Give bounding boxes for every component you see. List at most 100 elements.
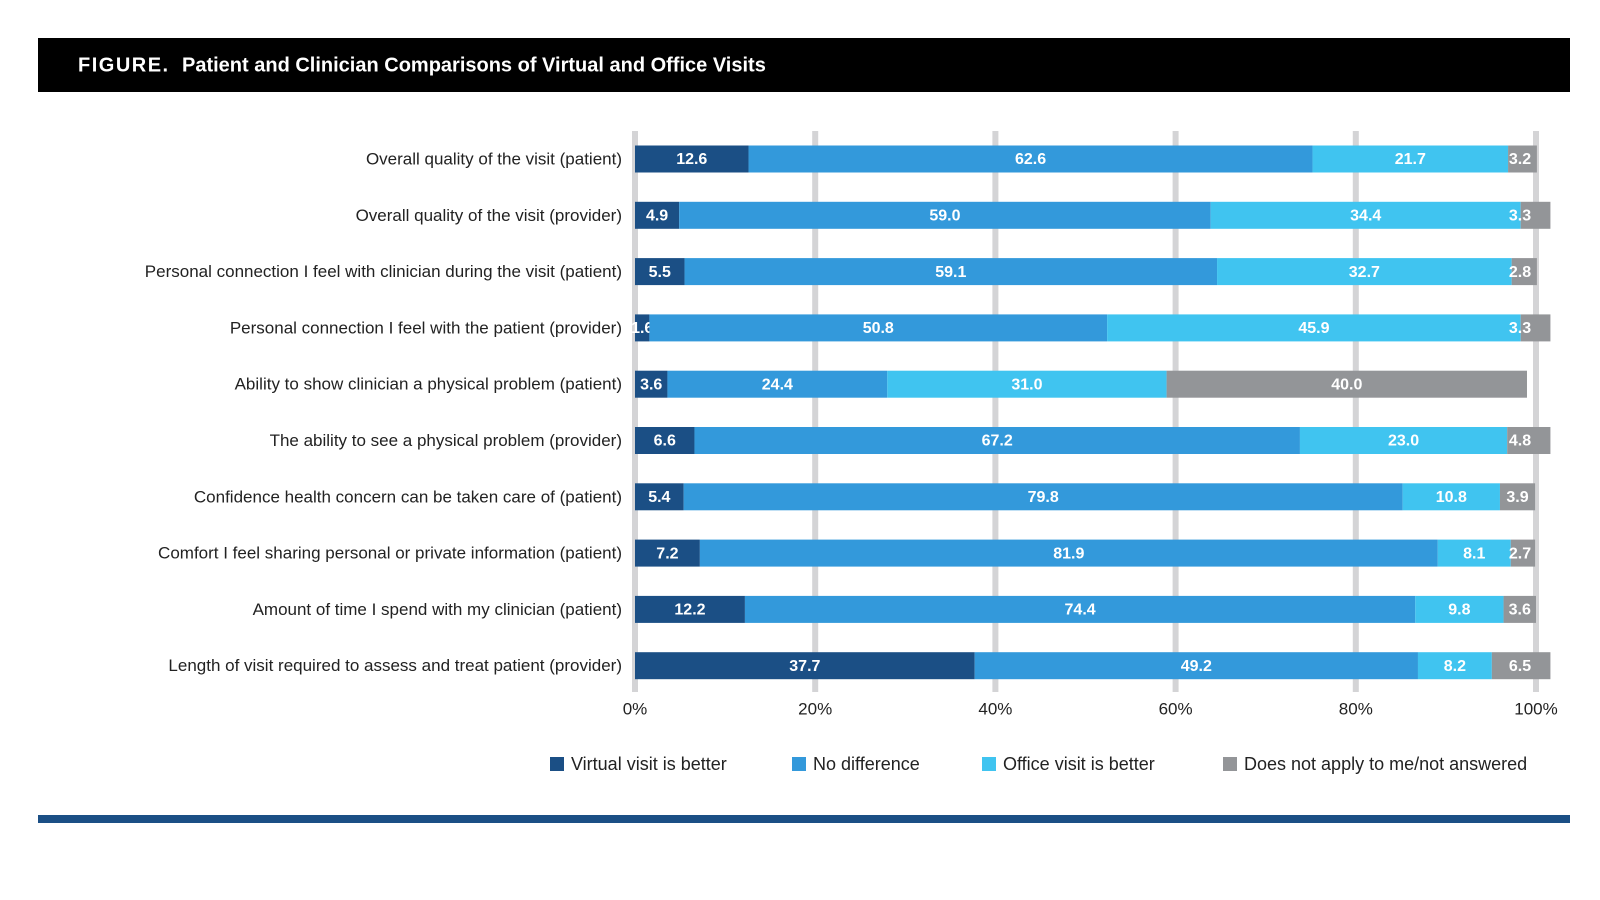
value-label: 10.8 [1436, 489, 1467, 506]
bar-segment [1312, 145, 1509, 173]
value-label: 31.0 [1011, 376, 1042, 393]
value-label: 8.1 [1463, 545, 1485, 562]
value-label: 12.6 [676, 151, 707, 168]
value-label: 2.8 [1509, 264, 1531, 281]
category-label: Personal connection I feel with clinicia… [145, 262, 622, 281]
bar-segment [635, 483, 684, 511]
bar-segment [1510, 539, 1536, 567]
category-label: Overall quality of the visit (provider) [356, 206, 622, 225]
value-label: 59.0 [929, 208, 960, 225]
bar-segment [1520, 201, 1551, 229]
value-label: 3.3 [1509, 320, 1531, 337]
legend-label: Office visit is better [1003, 754, 1155, 774]
bar-segment [635, 370, 668, 398]
bar-segment [1210, 201, 1521, 229]
value-label: 32.7 [1349, 264, 1380, 281]
bar-segment [635, 314, 650, 342]
value-label: 6.6 [654, 433, 676, 450]
bar-segment [1499, 483, 1536, 511]
bar-segment [1166, 370, 1527, 398]
value-label: 50.8 [863, 320, 894, 337]
value-label: 37.7 [789, 658, 820, 675]
bar-segment [1107, 314, 1521, 342]
x-tick-label: 0% [623, 699, 648, 718]
bar-segment [1491, 652, 1551, 680]
value-label: 3.2 [1509, 151, 1531, 168]
bar-segment [635, 145, 749, 173]
category-label: Personal connection I feel with the pati… [230, 318, 622, 337]
bar-segment [684, 258, 1218, 286]
value-label: 81.9 [1053, 545, 1084, 562]
x-tick-label: 60% [1159, 699, 1193, 718]
value-label: 40.0 [1331, 376, 1362, 393]
value-label: 5.5 [649, 264, 671, 281]
bar-segment [694, 427, 1300, 454]
value-label: 79.8 [1028, 489, 1059, 506]
bar-segment [635, 652, 975, 680]
bar-segment [1511, 258, 1537, 286]
bar-segment [748, 145, 1313, 173]
chart-title: Patient and Clinician Comparisons of Vir… [182, 54, 766, 76]
value-label: 9.8 [1448, 602, 1470, 619]
value-label: 67.2 [982, 433, 1013, 450]
bar-segment [635, 201, 680, 229]
bar-segment [635, 258, 685, 286]
legend-swatch [1223, 757, 1237, 771]
bar-segment [1503, 595, 1536, 623]
value-label: 6.5 [1509, 658, 1531, 675]
bar-segment [1217, 258, 1512, 286]
value-label: 4.9 [646, 208, 668, 225]
bar-segment [1507, 427, 1551, 454]
legend-swatch [550, 757, 564, 771]
value-label: 1.6 [631, 320, 653, 337]
bar-segment [744, 595, 1416, 623]
legend-swatch [792, 757, 806, 771]
category-label: Confidence health concern can be taken c… [194, 487, 622, 506]
x-tick-label: 20% [798, 699, 832, 718]
bar-segment [667, 370, 888, 398]
category-label: Length of visit required to assess and t… [168, 656, 622, 675]
value-label: 2.7 [1509, 545, 1531, 562]
value-label: 3.6 [640, 376, 662, 393]
value-label: 62.6 [1015, 151, 1046, 168]
x-tick-label: 40% [978, 699, 1012, 718]
legend-swatch [982, 757, 996, 771]
bar-segment [1437, 539, 1511, 567]
value-label: 7.2 [656, 545, 678, 562]
value-label: 45.9 [1298, 320, 1329, 337]
legend-label: Does not apply to me/not answered [1244, 754, 1527, 774]
bar-segment [635, 595, 745, 623]
value-label: 49.2 [1181, 658, 1212, 675]
bottom-rule [38, 815, 1570, 823]
value-label: 74.4 [1065, 602, 1096, 619]
value-label: 59.1 [935, 264, 966, 281]
figure-label: FIGURE. [78, 54, 170, 76]
bar-segment [887, 370, 1167, 398]
bar-segment [649, 314, 1108, 342]
bar-segment [1520, 314, 1551, 342]
value-label: 3.9 [1506, 489, 1528, 506]
bar-segment [1417, 652, 1492, 680]
bar-segment [683, 483, 1403, 511]
value-label: 23.0 [1388, 433, 1419, 450]
value-label: 4.8 [1509, 433, 1531, 450]
bar-segment [1299, 427, 1508, 454]
legend-label: Virtual visit is better [571, 754, 727, 774]
bar-segment [1415, 595, 1504, 623]
bar-segment [974, 652, 1418, 680]
bar-segment [635, 539, 700, 567]
bar-segment [635, 427, 695, 454]
category-label: Overall quality of the visit (patient) [366, 149, 622, 168]
x-tick-label: 100% [1514, 699, 1557, 718]
bar-segment [679, 201, 1211, 229]
value-label: 5.4 [648, 489, 670, 506]
category-label: The ability to see a physical problem (p… [270, 431, 622, 450]
legend-label: No difference [813, 754, 920, 774]
value-label: 3.3 [1509, 208, 1531, 225]
bar-segment [1508, 145, 1537, 173]
value-label: 24.4 [762, 376, 793, 393]
category-label: Comfort I feel sharing personal or priva… [158, 544, 622, 563]
value-label: 21.7 [1395, 151, 1426, 168]
value-label: 12.2 [674, 602, 705, 619]
